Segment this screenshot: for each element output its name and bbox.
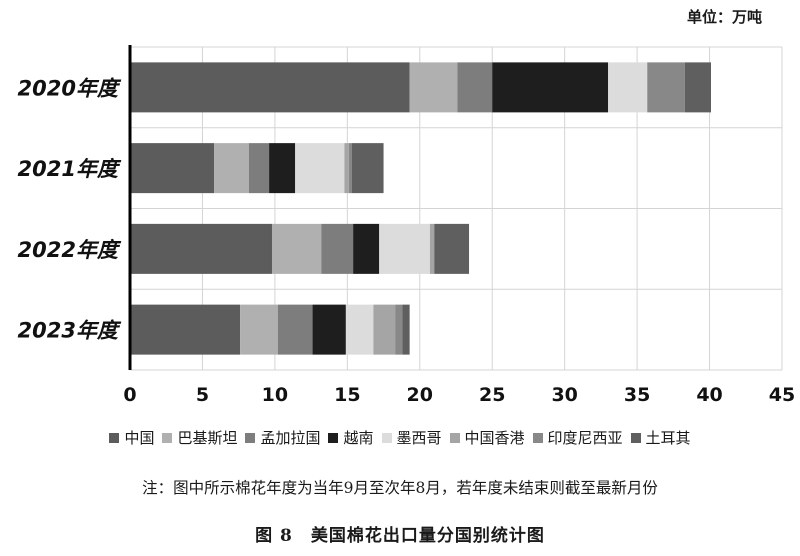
legend-swatch [449, 432, 460, 443]
bar-segment [345, 304, 374, 355]
bar-segment [409, 62, 458, 113]
stacked-bar-chart: 2020年度 2021年度 2022年度 2023年度 0 5 10 15 20 25 30 35 40… [18, 45, 795, 406]
category-label: 2023年度 [18, 319, 122, 343]
legend-swatch [328, 432, 339, 443]
category-label: 2021年度 [18, 157, 122, 181]
legend-swatch [109, 432, 120, 443]
category-label: 2022年度 [18, 238, 122, 262]
x-tick-label: 25 [479, 384, 505, 406]
x-tick-label: 45 [769, 384, 795, 406]
bar-segment [130, 223, 272, 274]
legend-swatch [245, 432, 256, 443]
bar-segment [373, 304, 396, 355]
axis-layer: 2020年度 2021年度 2022年度 2023年度 0 5 10 15 20 25 30 35 40… [18, 45, 795, 406]
bar-segment [353, 223, 380, 274]
bar-segment [395, 304, 403, 355]
category-label: 2020年度 [18, 76, 122, 100]
legend-item: 土耳其 [630, 427, 691, 448]
unit-label: 单位：万吨 [686, 8, 762, 26]
legend-swatch [630, 432, 641, 443]
bar-segment [647, 62, 685, 113]
x-tick-label: 30 [551, 384, 577, 406]
legend-label: 印度尼西亚 [547, 429, 623, 447]
bar-segment [271, 223, 322, 274]
legend-label: 巴基斯坦 [177, 429, 238, 447]
bar-segment [608, 62, 648, 113]
legend-item: 中国 [109, 427, 154, 448]
chart-note: 注：图中所示棉花年度为当年9月至次年8月，若年度未结束则截至最新月份 [142, 479, 658, 497]
legend-item: 孟加拉国 [245, 427, 320, 448]
legend-item: 中国香港 [449, 427, 525, 448]
x-tick-label: 40 [696, 384, 722, 406]
x-tick-label: 20 [407, 384, 433, 406]
bar-segment [434, 223, 470, 274]
legend-label: 越南 [343, 429, 374, 447]
bar-segment [492, 62, 609, 113]
bar-segment [277, 304, 313, 355]
x-tick-label: 10 [262, 384, 288, 406]
bar-segment [344, 143, 349, 194]
legend-label: 土耳其 [645, 429, 691, 447]
bar-segment [402, 304, 410, 355]
legend-swatch [381, 432, 392, 443]
x-tick-label: 0 [123, 384, 136, 406]
legend-item: 印度尼西亚 [532, 427, 623, 448]
bar-segment [321, 223, 354, 274]
legend-swatch [532, 432, 543, 443]
x-tick-label: 5 [196, 384, 209, 406]
legend-label: 中国香港 [464, 429, 525, 447]
bar-segment [214, 143, 249, 194]
bar-segment [379, 223, 430, 274]
bar-segment [248, 143, 270, 194]
legend-label: 孟加拉国 [260, 429, 321, 447]
bar-segment [351, 143, 384, 194]
grid-layer [130, 46, 783, 371]
legend-item: 巴基斯坦 [162, 427, 237, 448]
bar-segment [429, 223, 435, 274]
bar-segment [130, 62, 410, 113]
x-tick-label: 15 [334, 384, 360, 406]
bar-segment [130, 304, 241, 355]
legend-item: 越南 [328, 427, 374, 448]
legend-label: 墨西哥 [396, 429, 442, 447]
bar-segment [457, 62, 493, 113]
bar-segment [312, 304, 346, 355]
bar-segment [684, 62, 712, 113]
figure-caption: 图 8 美国棉花出口量分国别统计图 [255, 526, 545, 546]
bar-segment [240, 304, 278, 355]
bar-segment [295, 143, 345, 194]
bar-segment [269, 143, 296, 194]
bar-layer [130, 62, 712, 355]
x-tick-label: 35 [624, 384, 650, 406]
legend-label: 中国 [124, 429, 155, 447]
legend-swatch [162, 432, 173, 443]
bar-segment [130, 143, 215, 194]
bar-segment [348, 143, 352, 194]
chart-legend: 中国 巴基斯坦 孟加拉国 越南 墨西哥 中国香港 印度尼西亚 土耳其 [0, 427, 800, 448]
legend-item: 墨西哥 [381, 427, 442, 448]
